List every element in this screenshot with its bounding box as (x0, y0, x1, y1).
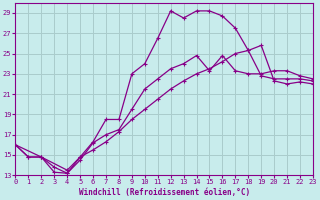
X-axis label: Windchill (Refroidissement éolien,°C): Windchill (Refroidissement éolien,°C) (79, 188, 250, 197)
